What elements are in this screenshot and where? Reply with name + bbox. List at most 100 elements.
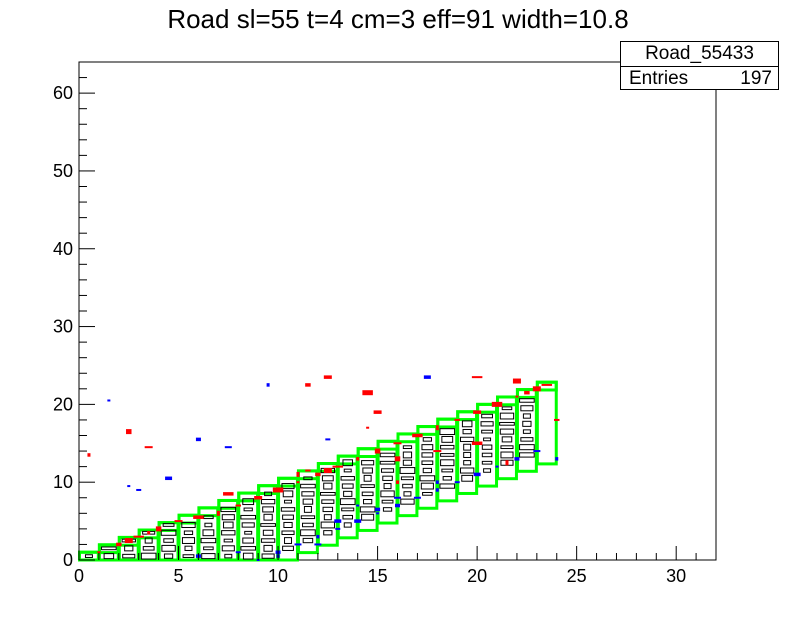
black-cell xyxy=(501,406,513,411)
blue-point xyxy=(127,485,131,488)
black-cell xyxy=(221,514,235,521)
black-cell xyxy=(379,460,396,465)
black-cell xyxy=(203,546,214,551)
blue-point xyxy=(314,543,322,546)
black-cell xyxy=(421,452,434,458)
black-cell xyxy=(302,537,314,544)
black-cell xyxy=(242,537,255,544)
black-cell xyxy=(260,523,276,527)
red-point xyxy=(116,542,122,547)
red-point xyxy=(126,429,132,435)
black-cell xyxy=(301,491,315,497)
red-point xyxy=(374,448,381,454)
black-cell xyxy=(201,553,216,560)
black-cell xyxy=(403,491,412,497)
black-cell xyxy=(322,506,334,513)
black-cell xyxy=(182,554,195,558)
black-cell xyxy=(481,444,493,450)
chart-marks xyxy=(78,375,560,562)
black-cell xyxy=(400,498,415,505)
red-point xyxy=(124,538,133,544)
black-cell xyxy=(243,507,253,512)
black-cell xyxy=(361,491,374,497)
black-cell xyxy=(242,552,254,560)
black-cell xyxy=(260,499,276,505)
black-cell xyxy=(359,506,376,513)
black-cell xyxy=(122,553,136,559)
road-box xyxy=(535,380,558,466)
black-cell xyxy=(261,553,275,559)
red-point xyxy=(193,515,204,519)
black-cell xyxy=(282,545,294,551)
black-cell xyxy=(400,476,414,481)
black-cell xyxy=(419,475,436,482)
black-cell xyxy=(382,475,393,481)
stats-histogram-name: Road_55433 xyxy=(621,42,778,67)
red-point xyxy=(144,446,153,449)
black-cell xyxy=(422,467,432,474)
black-cell xyxy=(339,498,356,506)
black-cell xyxy=(320,491,336,496)
black-cell xyxy=(382,507,393,512)
red-point xyxy=(332,465,344,468)
black-cell xyxy=(402,483,413,489)
black-cell xyxy=(281,483,295,490)
black-cell xyxy=(481,452,493,458)
black-cell xyxy=(240,514,257,520)
black-cell xyxy=(242,498,255,506)
x-tick-label: 25 xyxy=(567,566,587,586)
red-point xyxy=(223,492,234,496)
black-cell xyxy=(519,444,535,451)
black-cell xyxy=(402,459,413,466)
black-cell xyxy=(440,444,455,450)
red-point xyxy=(505,460,509,466)
y-tick-label: 40 xyxy=(53,239,73,259)
red-point xyxy=(362,390,373,396)
black-cell xyxy=(522,413,531,419)
black-cell xyxy=(204,522,213,528)
blue-point xyxy=(375,507,381,512)
black-cell xyxy=(422,437,432,442)
black-cell xyxy=(340,476,355,481)
red-point xyxy=(272,487,284,493)
x-tick-label: 15 xyxy=(368,566,388,586)
blue-point xyxy=(454,481,460,484)
black-cell xyxy=(282,490,294,498)
black-cell xyxy=(402,445,413,450)
black-cell xyxy=(440,453,455,457)
black-cell xyxy=(202,529,215,537)
black-cell xyxy=(303,476,313,481)
black-cell xyxy=(459,436,475,443)
black-cell xyxy=(280,507,296,512)
red-point xyxy=(454,418,460,421)
red-point xyxy=(97,551,101,554)
blue-point xyxy=(195,437,201,442)
black-cell xyxy=(483,468,492,473)
black-cell xyxy=(481,413,493,419)
red-point xyxy=(396,480,399,484)
blue-point xyxy=(533,450,541,453)
blue-point xyxy=(514,457,520,461)
stats-box: Road_55433 Entries 197 xyxy=(620,41,779,90)
red-point xyxy=(366,426,370,429)
black-cell xyxy=(361,460,375,466)
black-cell xyxy=(520,405,534,412)
black-cell xyxy=(240,546,257,551)
black-cell xyxy=(362,467,373,474)
stats-entries-value: 197 xyxy=(740,68,772,89)
blue-point xyxy=(334,519,342,523)
y-tick-label: 20 xyxy=(53,394,73,414)
blue-point xyxy=(356,504,360,507)
black-cell xyxy=(162,523,175,527)
black-cell xyxy=(342,459,353,467)
black-cell xyxy=(439,428,456,436)
red-point xyxy=(323,468,332,474)
blue-point xyxy=(555,457,559,461)
black-cell xyxy=(282,514,294,520)
black-cell xyxy=(500,459,514,466)
x-tick-label: 20 xyxy=(467,566,487,586)
red-point xyxy=(541,383,553,386)
blue-point xyxy=(354,519,362,523)
black-cell xyxy=(124,545,134,552)
x-tick-label: 0 xyxy=(74,566,84,586)
